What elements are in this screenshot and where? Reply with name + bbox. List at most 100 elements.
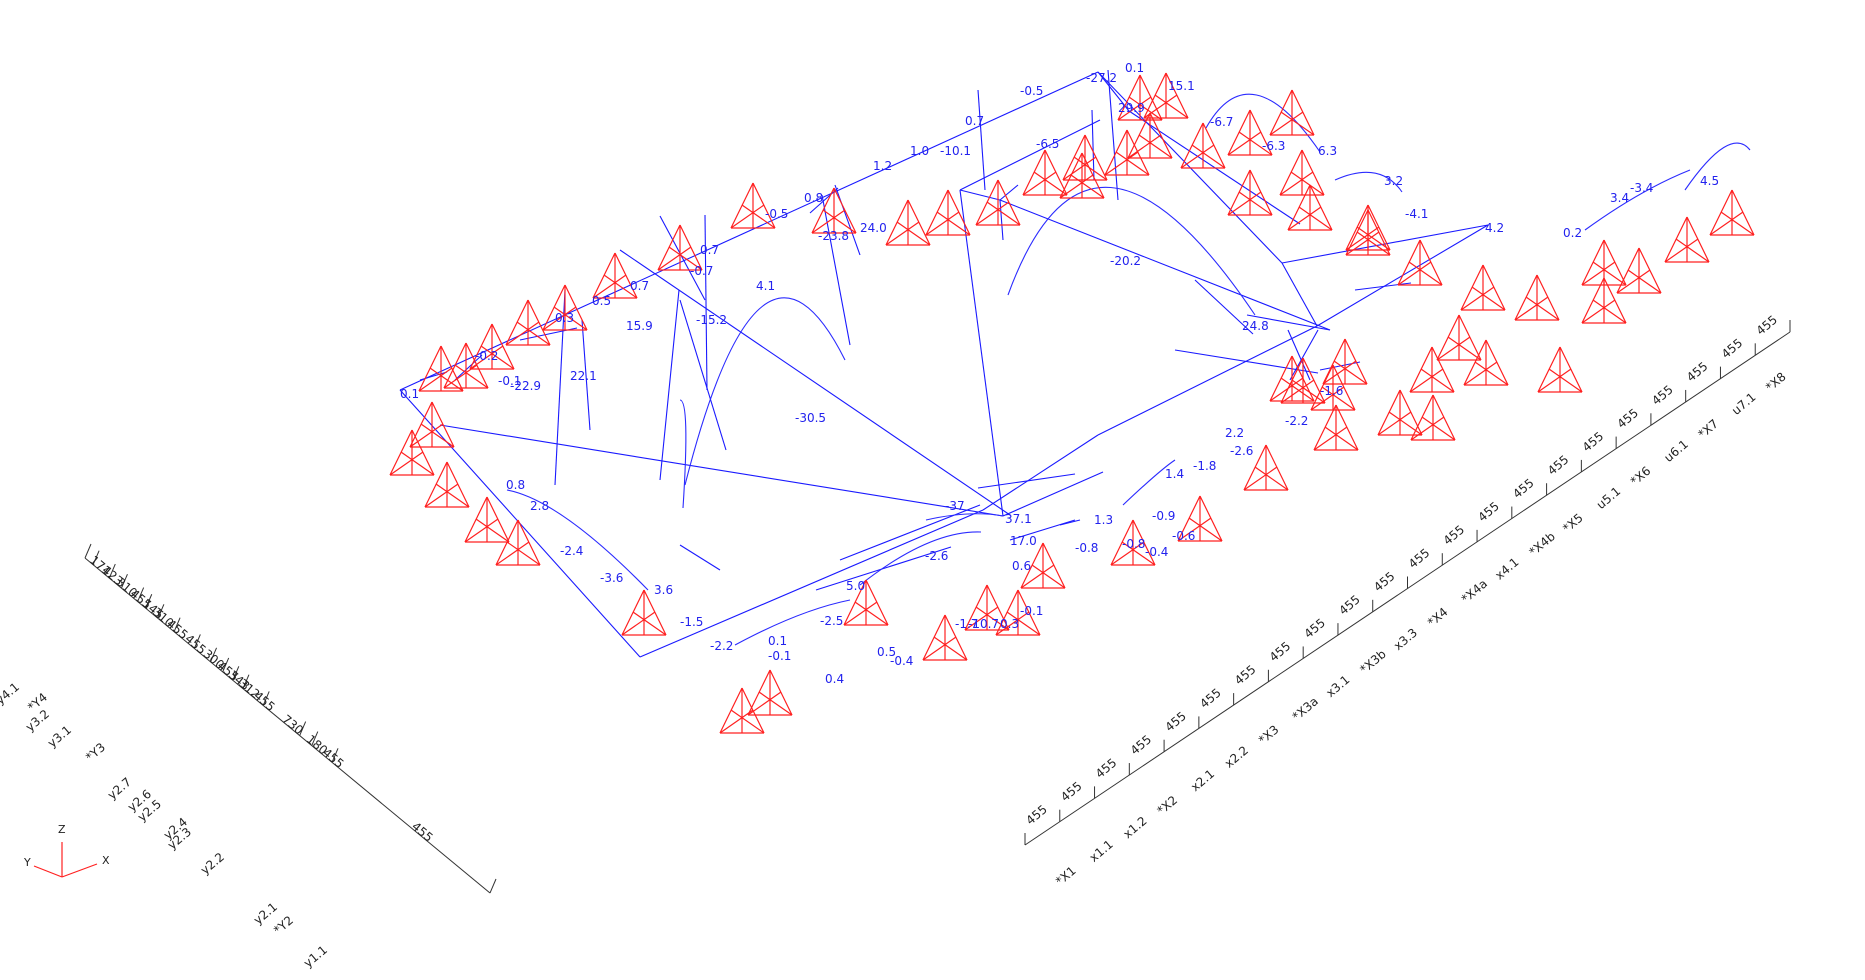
x-dimension-label: 455 [1162,709,1189,734]
support-triangle [1243,444,1289,491]
y-dimension-tick [173,617,181,632]
x-dimension-label: 455 [1128,732,1155,757]
x-grid-label: *X3b [1357,647,1389,677]
beam-line [1319,361,1361,371]
y-grid-label: y2.7 [105,775,134,803]
beam-line [679,544,721,571]
moment-value-label: 1.0 [910,144,929,158]
x-grid-label: *X2 [1154,793,1180,818]
beam-line [419,371,448,381]
support-triangle [1022,149,1068,196]
support-triangle [922,614,968,661]
y-dimension-tick [242,674,250,689]
moment-curve [1122,459,1176,506]
drop-line [999,199,1004,241]
beam-line [1281,262,1318,327]
support-triangle [657,224,703,271]
beam-line [977,473,1076,489]
frame-beams [399,69,1489,658]
support-triangle [730,182,776,229]
beam-line [834,184,861,256]
moment-value-label: 4.2 [1485,221,1504,235]
moment-value-label: -4.1 [1405,207,1428,221]
moment-value-label: 24.8 [1242,319,1269,333]
moment-value-label: -2.2 [1285,414,1308,428]
support-triangle [1436,314,1482,361]
x-grid-label: x4.1 [1492,555,1521,583]
x-dimension-label: 455 [1023,802,1050,827]
moment-value-label: -37 [945,499,965,513]
support-triangle [443,342,489,389]
support-triangle [925,189,971,236]
support-triangle [621,589,667,636]
drop-line [959,119,1101,191]
support-triangle [1664,216,1710,263]
beam-line [1002,471,1104,517]
drop-line [1091,109,1095,181]
y-grid-label: y1.1 [301,943,330,971]
drop-line [1287,329,1311,381]
y-grid-label: y4.1 [0,680,22,708]
support-triangle [1581,239,1627,286]
moment-value-label: 0.4 [825,672,844,686]
support-triangle [1104,129,1150,176]
x-dimension-label: 455 [1371,569,1398,594]
moment-value-label: 0.7 [700,243,719,257]
x-grid-axis: 455 455 455 455 455 455 455 455 455 455 455 455 455 4… [1023,313,1791,888]
support-triangle [1463,339,1509,386]
x-grid-label: *X5 [1560,511,1586,536]
support-triangle [1322,338,1368,385]
support-triangle [1313,404,1359,451]
support-triangle [464,496,510,543]
support-triangle [995,589,1041,636]
x-dimension-label: 455 [1510,476,1537,501]
beam-line [619,249,1011,516]
moment-value-label: -27.2 [1086,71,1117,85]
y-dimension-tick [489,878,497,894]
x-grid-label: *X4a [1459,577,1490,607]
moment-value-label: 5.0 [846,579,865,593]
moment-value-label: 3.4 [1610,191,1629,205]
beam-line [999,184,1019,201]
moment-value-label: -0.6 [1172,529,1195,543]
support-triangle [1227,109,1273,156]
moment-value-label: 0.1 [768,634,787,648]
moment-value-label: -0.2 [475,349,498,363]
x-dimension-label: 455 [1058,779,1085,804]
moment-value-label: -30.5 [795,411,826,425]
x-grid-label: *X4b [1526,529,1558,559]
moment-value-label: -2.4 [560,544,583,558]
support-triangle [1269,89,1315,136]
moment-value-label: 0.3 [555,311,574,325]
x-dimension-label: 455 [1197,686,1224,711]
moment-curve [734,599,851,646]
moment-value-label: 22.1 [570,369,597,383]
drop-line [581,319,591,431]
x-grid-label: *X4 [1425,605,1451,630]
drop-line [1289,329,1319,381]
y-dimension-line [84,557,491,894]
x-dimension-label: 455 [1754,313,1781,338]
x-dimension-label: 455 [1406,546,1433,571]
beam-line [982,434,1099,511]
moment-value-label: -0.5 [1020,84,1043,98]
moment-value-label: -1.6 [1320,384,1343,398]
moment-value-label: -6.5 [1036,137,1059,151]
drop-line [679,299,727,451]
support-triangle [495,519,541,566]
moment-value-label: 29.9 [1118,101,1145,115]
moment-value-label: -6.7 [1210,115,1233,129]
beam-line [1246,314,1331,331]
moment-value-label: 37.1 [1005,512,1032,526]
y-dimension-tick [145,594,153,609]
support-triangle [1269,355,1315,402]
moment-value-label: 4.5 [1700,174,1719,188]
beam-line [999,199,1331,331]
beam-line [1009,519,1076,541]
x-grid-label: *X6 [1628,464,1654,489]
y-dimension-tick [108,563,116,579]
support-triangle [1514,274,1560,321]
x-dimension-label: 455 [1719,336,1746,361]
support-triangle [1537,346,1583,393]
